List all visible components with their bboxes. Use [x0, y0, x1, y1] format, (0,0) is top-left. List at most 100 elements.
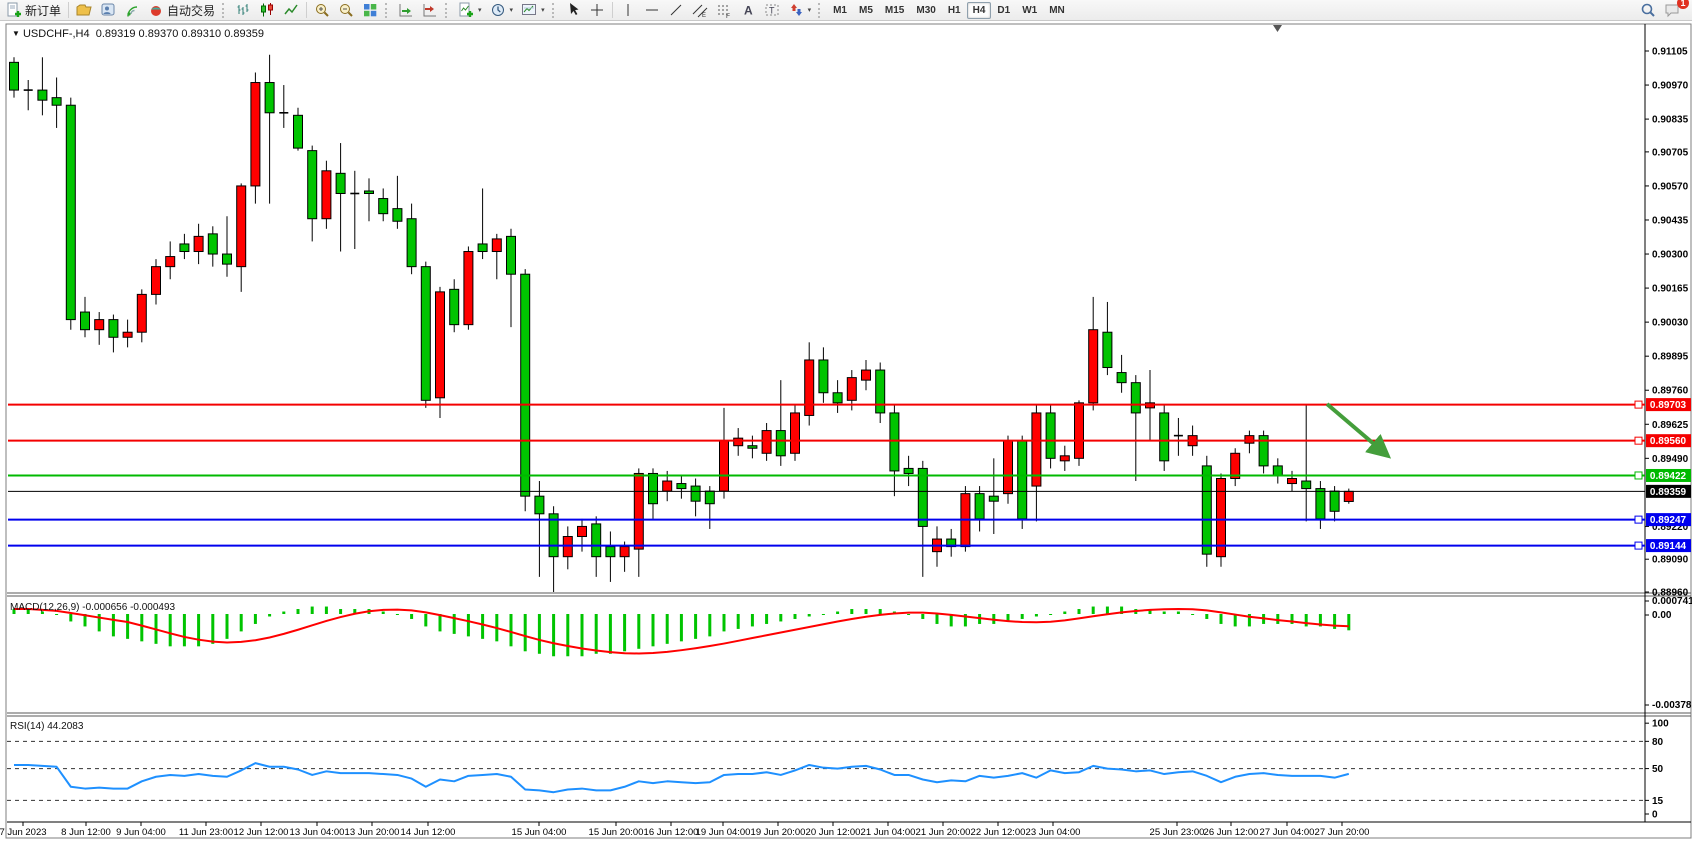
market-watch-button[interactable]: [96, 0, 120, 21]
macd-histogram-bar: [1162, 611, 1166, 614]
autotrading-label: 自动交易: [167, 3, 216, 18]
chart-canvas[interactable]: 0.91105 0.90970 0.90835 0.90705 0.90570 0.904…: [0, 21, 1692, 844]
level-line-handle[interactable]: [1634, 515, 1643, 524]
timeframe-D1[interactable]: D1: [997, 4, 1011, 16]
macd-histogram-bar: [552, 614, 556, 657]
candle-body: [1201, 465, 1212, 555]
text-label-button[interactable]: T: [760, 0, 784, 21]
macd-histogram-bar: [1219, 614, 1223, 624]
chart-shift-marker[interactable]: [1273, 25, 1282, 32]
macd-histogram-bar: [736, 614, 740, 629]
macd-histogram-bar: [1304, 614, 1308, 627]
level-line-handle[interactable]: [1634, 436, 1643, 445]
crosshair-button[interactable]: [585, 0, 609, 21]
text-button[interactable]: A: [736, 0, 760, 21]
candle-body: [1059, 455, 1070, 462]
price-tag: [1646, 484, 1691, 498]
chart-window: 0.91105 0.90970 0.90835 0.90705 0.90570 0.904…: [0, 21, 1692, 844]
candle-body: [335, 172, 346, 195]
candle-body: [264, 82, 275, 114]
trendline-button[interactable]: [664, 0, 688, 21]
price-tick-label: 0.90165: [1652, 284, 1689, 295]
candle-body: [988, 495, 999, 502]
candle-body: [946, 538, 957, 548]
macd-histogram-bar: [679, 614, 683, 642]
macd-histogram-bar: [353, 609, 357, 614]
macd-histogram-bar: [1091, 606, 1095, 614]
indicators-icon: [459, 2, 474, 17]
line-chart-button[interactable]: [279, 0, 303, 21]
timeframe-M30[interactable]: M30: [916, 4, 936, 16]
candle-body: [1159, 412, 1170, 462]
level-line-handle[interactable]: [1634, 541, 1643, 550]
macd-histogram-bar: [878, 609, 882, 614]
equidistant-channel-button[interactable]: E: [688, 0, 712, 21]
macd-histogram-bar: [424, 614, 428, 627]
autotrading-button[interactable]: 自动交易: [144, 0, 219, 21]
zoom-in-button[interactable]: [310, 0, 334, 21]
horizontal-line-button[interactable]: [640, 0, 664, 21]
timeframe-H1[interactable]: H1: [947, 4, 961, 16]
timeframe-M1[interactable]: M1: [833, 4, 847, 16]
level-line-handle[interactable]: [1634, 471, 1643, 480]
macd-histogram-bar: [310, 606, 314, 614]
price-tick-label: 0.90300: [1652, 250, 1689, 261]
level-line-handle[interactable]: [1634, 400, 1643, 409]
macd-histogram-bar: [168, 614, 172, 647]
signals-button[interactable]: [120, 0, 144, 21]
candle-body: [193, 235, 204, 253]
collapse-icon[interactable]: ▼: [12, 29, 20, 38]
candle-body: [562, 536, 573, 558]
macd-histogram-bar: [395, 614, 399, 615]
macd-histogram-bar: [949, 614, 953, 627]
price-tick-label: 0.91105: [1652, 47, 1688, 58]
templates-button[interactable]: ▾: [517, 0, 549, 21]
vertical-line-button[interactable]: [616, 0, 640, 21]
macd-histogram-bar: [651, 614, 655, 647]
toolbar-grip[interactable]: [818, 2, 824, 18]
timeframe-H4[interactable]: H4: [966, 1, 992, 19]
crosshair-icon: [590, 4, 603, 16]
candle-body: [307, 150, 318, 220]
candle-body: [804, 359, 815, 416]
timeframe-M15[interactable]: M15: [884, 4, 905, 16]
price-tick-label: 0.89625: [1652, 420, 1689, 431]
toolbar-grip[interactable]: [445, 2, 451, 18]
tile-windows-button[interactable]: [358, 0, 382, 21]
search-button[interactable]: [1636, 0, 1660, 21]
macd-histogram-bar: [140, 614, 144, 642]
macd-histogram-bar: [83, 614, 87, 627]
toolbar-grip[interactable]: [222, 2, 228, 18]
fibonacci-button[interactable]: F: [712, 0, 736, 21]
annotation-arrow[interactable]: [1325, 402, 1392, 459]
zoom-out-icon: [340, 4, 353, 17]
macd-indicator-label: MACD(12,26,9) -0.000656 -0.000493: [10, 602, 176, 613]
zoom-out-button[interactable]: [334, 0, 358, 21]
candle-body: [364, 190, 374, 195]
periods-button[interactable]: ▾: [486, 0, 518, 21]
chart-plot-area[interactable]: [7, 25, 1645, 593]
indicators-button[interactable]: ▾: [454, 0, 486, 21]
bar-chart-button[interactable]: [231, 0, 255, 21]
time-axis-label: 20 Jun 12:00: [806, 827, 861, 838]
toolbar-grip[interactable]: [385, 2, 391, 18]
chat-button[interactable]: 1: [1660, 0, 1689, 21]
macd-histogram-bar: [1020, 614, 1024, 619]
candle-body: [690, 485, 701, 502]
chart-shift-button[interactable]: [418, 0, 442, 21]
auto-scroll-button[interactable]: [394, 0, 418, 21]
cursor-button[interactable]: [561, 0, 585, 21]
new-order-button[interactable]: 新订单: [2, 0, 65, 21]
candle-body: [633, 472, 644, 550]
price-tag-label: 0.89703: [1650, 400, 1687, 411]
candle-body: [1301, 480, 1312, 490]
macd-histogram-bar: [12, 609, 16, 614]
arrows-button[interactable]: ▾: [784, 0, 816, 21]
timeframe-MN[interactable]: MN: [1049, 4, 1065, 16]
profiles-button[interactable]: [72, 0, 96, 21]
timeframe-M5[interactable]: M5: [859, 4, 873, 16]
candle-body: [1230, 452, 1241, 480]
timeframe-W1[interactable]: W1: [1022, 4, 1038, 16]
candlestick-chart-button[interactable]: [255, 0, 279, 21]
toolbar-grip[interactable]: [551, 2, 558, 18]
